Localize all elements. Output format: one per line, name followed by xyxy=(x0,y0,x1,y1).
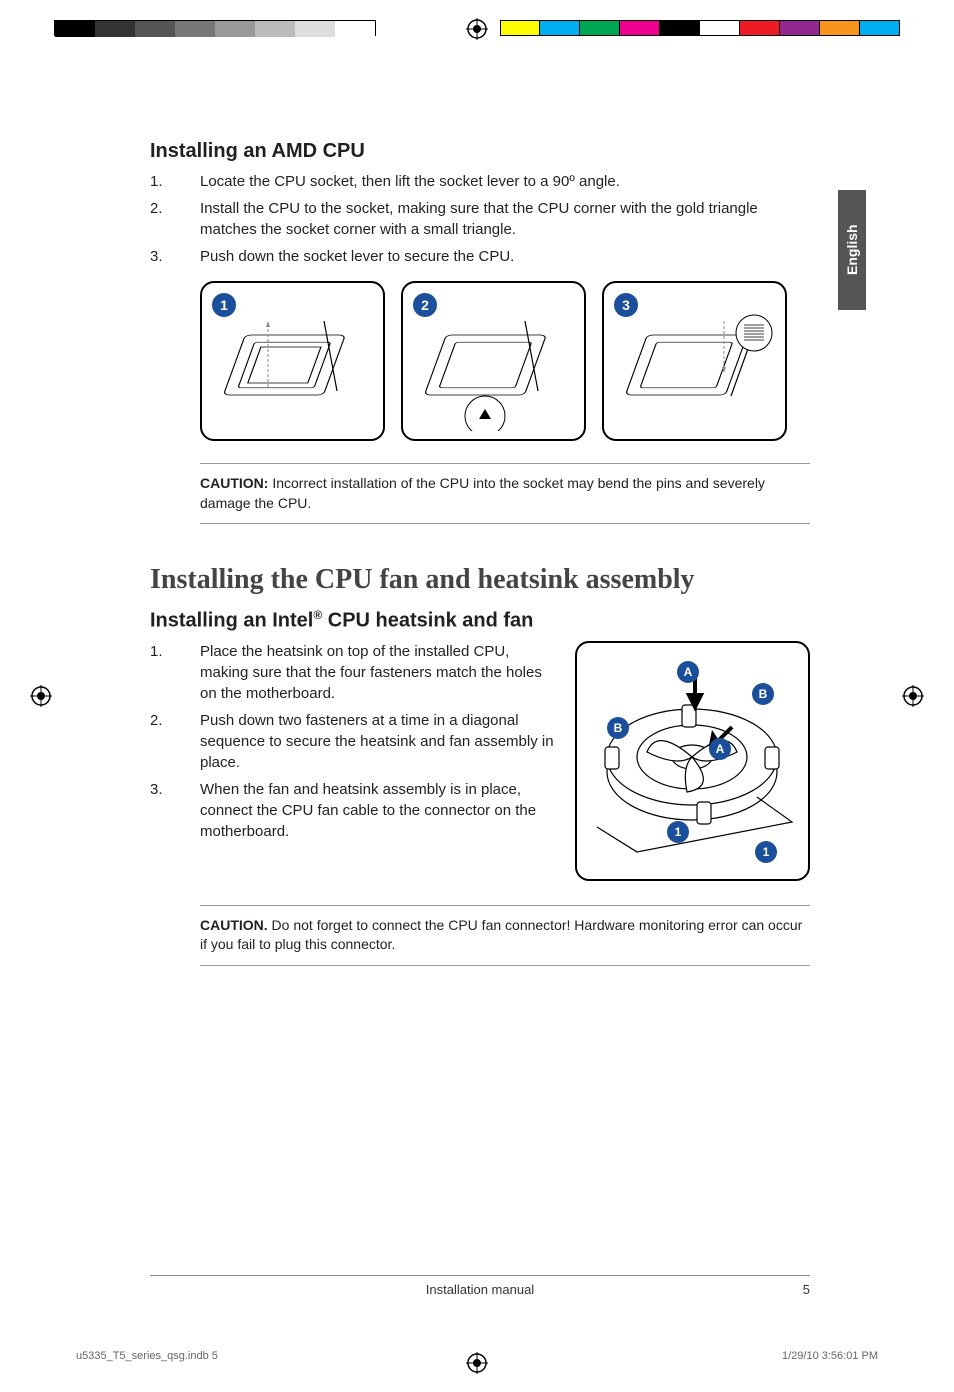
cpu-socket-icon xyxy=(616,311,776,431)
heatsink-step-3: When the fan and heatsink assembly is in… xyxy=(150,779,555,842)
heatsink-step-1: Place the heatsink on top of the install… xyxy=(150,641,555,704)
gray-bar xyxy=(54,20,376,36)
cpu-socket-icon xyxy=(415,311,575,431)
color-bar xyxy=(500,20,900,36)
amd-step-3: Push down the socket lever to secure the… xyxy=(150,246,810,267)
callout-b: B xyxy=(607,717,629,739)
callout-1: 1 xyxy=(667,821,689,843)
indesign-footer: u5335_T5_series_qsg.indb 5 1/29/10 3:56:… xyxy=(76,1350,878,1362)
amd-diagram-3: 3 xyxy=(602,281,787,441)
amd-diagram-1: 1 xyxy=(200,281,385,441)
fan-diagram: A A B B 1 1 xyxy=(575,641,810,881)
heatsink-heading: Installing the CPU fan and heatsink asse… xyxy=(150,564,810,596)
amd-caution: CAUTION: Incorrect installation of the C… xyxy=(200,463,810,524)
sub-heading-post: CPU heatsink and fan xyxy=(322,610,533,632)
amd-diagrams: 1 2 xyxy=(150,281,810,441)
heatsink-step-2: Push down two fasteners at a time in a d… xyxy=(150,710,555,773)
caution-label: CAUTION. xyxy=(200,917,268,933)
callout-a: A xyxy=(677,661,699,683)
callout-b: B xyxy=(752,683,774,705)
registered-symbol: ® xyxy=(313,608,322,622)
language-tab: English xyxy=(838,190,866,310)
amd-step-1: Locate the CPU socket, then lift the soc… xyxy=(150,171,810,192)
callout-1: 1 xyxy=(755,841,777,863)
registration-mark-icon xyxy=(466,18,488,40)
indb-timestamp: 1/29/10 3:56:01 PM xyxy=(782,1350,878,1362)
intel-sub-heading: Installing an Intel® CPU heatsink and fa… xyxy=(150,608,810,633)
heatsink-steps: Place the heatsink on top of the install… xyxy=(150,641,555,842)
registration-mark-icon xyxy=(902,685,924,707)
amd-diagram-2: 2 xyxy=(401,281,586,441)
page-content: Installing an AMD CPU Locate the CPU soc… xyxy=(150,140,810,966)
caution-label: CAUTION: xyxy=(200,475,268,491)
sub-heading-pre: Installing an Intel xyxy=(150,610,313,632)
heatsink-row: Place the heatsink on top of the install… xyxy=(150,641,810,881)
indb-file: u5335_T5_series_qsg.indb 5 xyxy=(76,1350,218,1362)
page-number: 5 xyxy=(803,1282,810,1297)
registration-mark-icon xyxy=(30,685,52,707)
cpu-socket-icon xyxy=(214,311,374,431)
heatsink-caution: CAUTION. Do not forget to connect the CP… xyxy=(200,905,810,966)
caution-text: Incorrect installation of the CPU into t… xyxy=(200,475,765,511)
page-footer: Installation manual 5 xyxy=(150,1275,810,1282)
callout-a: A xyxy=(709,738,731,760)
footer-title: Installation manual xyxy=(426,1282,534,1297)
amd-step-2: Install the CPU to the socket, making su… xyxy=(150,198,810,240)
amd-heading: Installing an AMD CPU xyxy=(150,140,810,163)
amd-steps: Locate the CPU socket, then lift the soc… xyxy=(150,171,810,267)
caution-text: Do not forget to connect the CPU fan con… xyxy=(200,917,802,953)
